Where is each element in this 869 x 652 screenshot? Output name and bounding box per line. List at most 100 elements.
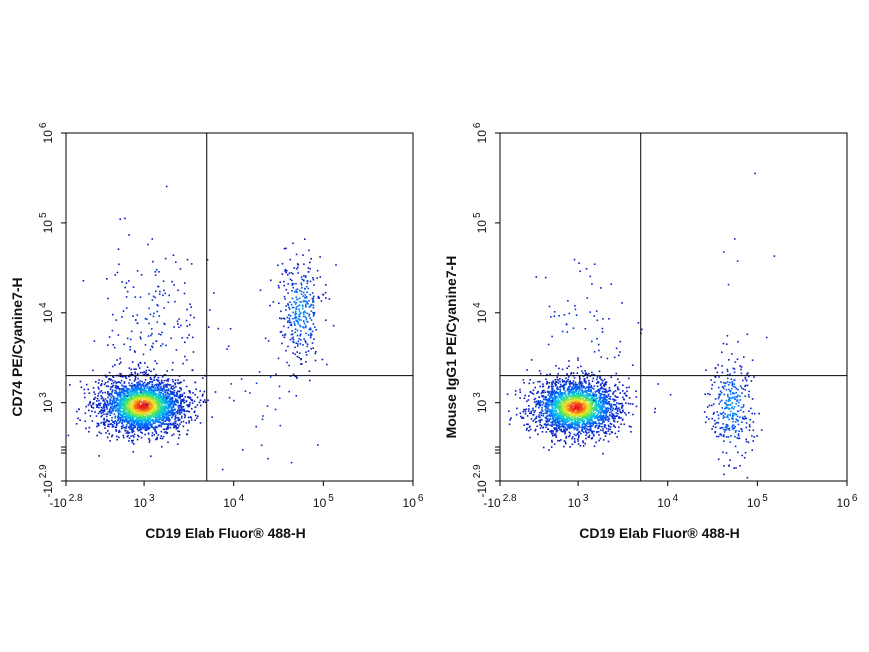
cd74-event-point [149,421,151,423]
cd74-event-point [151,381,154,384]
cd74-event-point [137,404,139,407]
isotype-event-point [538,406,540,409]
cd74-event-point [96,425,98,428]
isotype-event-point [562,412,564,415]
cd74-event-point [289,375,292,377]
isotype-event-point [542,402,545,405]
isotype-event-point [579,409,581,412]
cd74-event-point [138,415,141,418]
isotype-event-point [574,419,577,421]
isotype-event-point [560,429,563,432]
cd74-event-point [156,438,158,441]
isotype-event-point [590,406,592,408]
isotype-event-point [565,377,567,380]
cd74-event-point [296,288,299,290]
cd74-event-point [137,385,139,387]
cd74-event-point [311,298,314,300]
cd74-event-point [118,381,120,383]
cd74-event-point [118,436,120,439]
cd74-event-point [102,409,105,412]
cd74-event-point [117,402,119,404]
cd74-event-point [160,416,162,419]
cd74-event-point [153,413,156,416]
cd74-event-point [145,423,148,425]
isotype-event-point [580,403,583,406]
cd74-event-point [165,413,167,415]
cd74-event-point [163,416,166,419]
isotype-event-point [625,394,627,397]
cd74-event-point [170,410,172,412]
cd74-event-point [177,419,180,422]
isotype-event-point [567,390,570,393]
cd74-event-point [67,434,70,437]
cd74-event-point [102,421,105,424]
cd74-event-point [310,258,312,260]
cd74-event-point [137,386,139,389]
isotype-event-point [587,398,590,401]
isotype-event-point [555,413,558,416]
cd74-event-point [107,385,110,388]
cd74-event-point [309,327,312,329]
cd74-event-point [134,376,137,379]
isotype-event-point [553,389,556,392]
isotype-event-point [604,417,606,420]
cd74-event-point [117,417,120,419]
cd74-event-point [175,400,177,402]
cd74-event-point [128,280,130,282]
cd74-event-point [128,413,130,416]
isotype-event-point [584,426,586,429]
cd74-event-point [165,185,168,188]
cd74-event-point [136,396,139,398]
cd74-event-point [133,398,135,401]
cd74-event-point [111,389,114,391]
isotype-event-point [569,418,572,421]
isotype-event-point [551,398,554,400]
cd74-event-point [130,385,133,388]
isotype-event-point [567,417,570,419]
isotype-event-point [587,403,590,405]
cd74-event-point [110,382,113,385]
isotype-event-point [598,434,600,436]
cd74-event-point [297,318,300,320]
cd74-event-point [204,401,207,403]
cd74-event-point [108,432,110,435]
cd74-event-point [173,422,175,425]
cd74-event-point [115,428,117,431]
isotype-event-point [580,383,583,386]
cd74-event-point [144,372,147,375]
isotype-event-point [568,360,570,362]
cd74-event-point [116,404,118,407]
cd74-event-point [127,414,129,417]
isotype-event-point [579,418,581,420]
cd74-event-point [130,390,133,393]
cd74-event-point [92,369,94,372]
cd74-event-point [281,262,284,265]
cd74-event-point [115,382,118,384]
cd74-event-point [189,303,191,305]
isotype-event-point [583,410,586,413]
isotype-event-point [597,418,599,420]
isotype-event-point [603,396,606,399]
cd74-event-point [136,314,139,316]
isotype-event-point [539,380,541,383]
cd74-event-point [118,412,120,415]
cd74-event-point [300,276,303,278]
cd74-event-point [151,403,153,406]
isotype-event-point [654,407,656,410]
cd74-event-point [166,386,168,388]
cd74-event-point [124,400,126,403]
cd74-event-point [104,391,106,394]
cd74-event-point [149,423,152,425]
cd74-event-point [97,395,99,397]
cd74-event-point [158,394,160,397]
cd74-event-point [122,392,125,394]
cd74-event-point [158,409,161,412]
cd74-event-point [118,409,120,412]
cd74-event-point [174,300,176,303]
cd74-event-point [300,339,302,341]
isotype-event-point [613,425,615,427]
cd74-event-point [171,409,174,412]
isotype-event-point [532,382,535,384]
isotype-event-point [532,420,534,422]
